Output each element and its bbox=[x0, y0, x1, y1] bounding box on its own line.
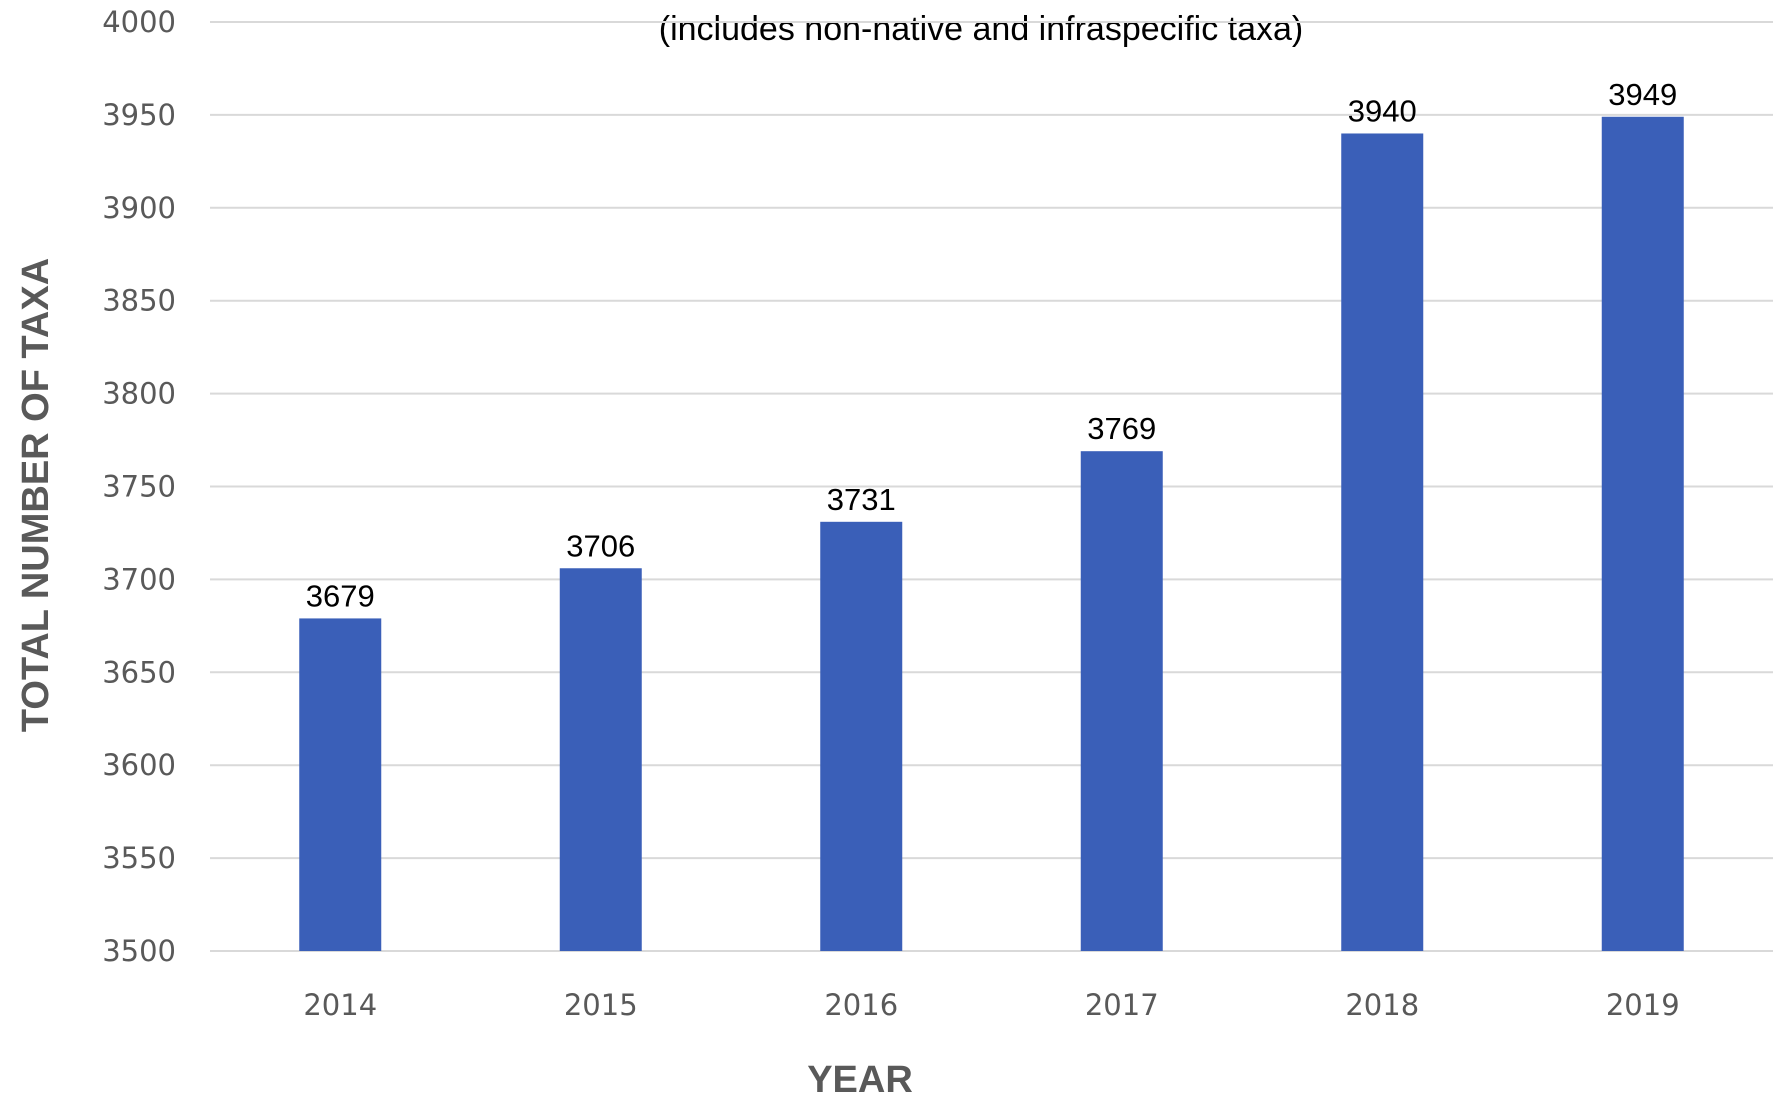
x-tick-label-2015: 2015 bbox=[564, 988, 638, 1022]
bar-2016 bbox=[820, 521, 903, 951]
x-axis-ticks: 2014 2015 2016 2017 2018 2019 bbox=[303, 988, 1679, 1022]
gridlines bbox=[210, 21, 1773, 952]
x-axis-title: YEAR bbox=[807, 1059, 913, 1097]
y-tick-label: 3800 bbox=[102, 377, 176, 411]
y-tick-label: 4000 bbox=[102, 5, 176, 39]
y-tick-label: 3500 bbox=[102, 934, 176, 968]
y-tick-label: 3750 bbox=[102, 470, 176, 504]
y-tick-label: 3550 bbox=[102, 841, 176, 875]
x-tick-label-2014: 2014 bbox=[303, 988, 377, 1022]
y-tick-label: 3700 bbox=[102, 562, 176, 596]
y-tick-label: 3600 bbox=[102, 748, 176, 782]
bar-2015 bbox=[559, 568, 642, 951]
data-label-2018: 3940 bbox=[1348, 93, 1417, 128]
data-label-2014: 3679 bbox=[306, 578, 375, 613]
data-label-2019: 3949 bbox=[1608, 77, 1677, 112]
data-label-2017: 3769 bbox=[1087, 411, 1156, 446]
y-tick-label: 3950 bbox=[102, 98, 176, 132]
x-tick-label-2016: 2016 bbox=[824, 988, 898, 1022]
y-tick-label: 3850 bbox=[102, 284, 176, 318]
data-labels: 3679 3706 3731 3769 3940 3949 bbox=[306, 77, 1677, 614]
bar-2019 bbox=[1601, 116, 1684, 952]
data-label-2015: 3706 bbox=[566, 528, 635, 563]
bar-2018 bbox=[1341, 133, 1424, 952]
y-tick-label: 3900 bbox=[102, 191, 176, 225]
x-tick-label-2018: 2018 bbox=[1345, 988, 1419, 1022]
y-axis-ticks: 3500 3550 3600 3650 3700 3750 3800 3850 3900 3950… bbox=[102, 5, 176, 968]
x-tick-label-2019: 2019 bbox=[1606, 988, 1680, 1022]
y-axis-title: TOTAL NUMBER OF TAXA bbox=[15, 258, 57, 732]
chart-subtitle: (includes non-native and infraspecific t… bbox=[659, 10, 1303, 48]
bar-2014 bbox=[299, 618, 382, 951]
bars bbox=[299, 116, 1684, 952]
data-label-2016: 3731 bbox=[827, 482, 896, 517]
bar-2017 bbox=[1080, 451, 1163, 951]
x-tick-label-2017: 2017 bbox=[1085, 988, 1159, 1022]
y-tick-label: 3650 bbox=[102, 655, 176, 689]
